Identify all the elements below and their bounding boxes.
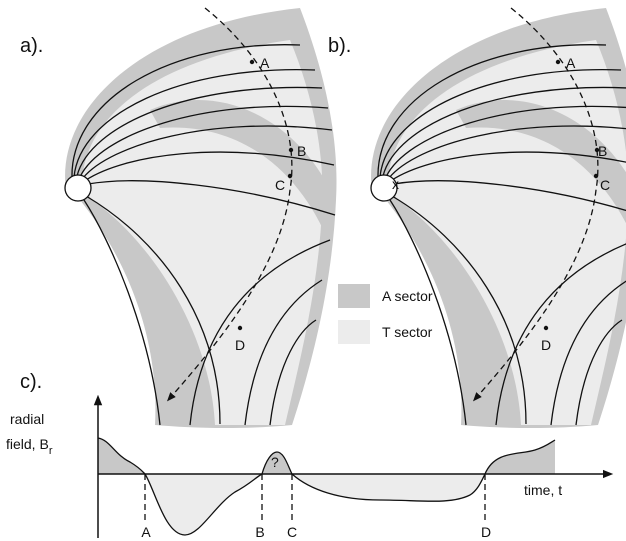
crossing-label: B: [255, 524, 264, 540]
legend-label: T sector: [382, 324, 433, 340]
y-axis-label-sub: r: [49, 445, 53, 457]
point-label: D: [541, 337, 551, 353]
point-label: A: [566, 55, 576, 71]
crossing-label: A: [141, 524, 151, 540]
panel-label: c).: [20, 371, 42, 393]
panel-label: b).: [328, 35, 351, 57]
y-axis-label-main: field, B: [6, 436, 49, 452]
panel-label: a).: [20, 35, 43, 57]
signal-fill: [98, 438, 555, 535]
legend-swatch: [338, 284, 370, 308]
panel-a-shapes: [65, 8, 337, 428]
panel-b-shapes: [371, 8, 626, 428]
crossing-label: C: [287, 524, 297, 540]
marker-label: x: [392, 176, 399, 192]
legend-swatch: [338, 320, 370, 344]
unknown-label: ?: [271, 454, 279, 470]
y-axis-label: radial: [10, 411, 44, 427]
point-label: A: [260, 55, 270, 71]
x-axis-label: time, t: [524, 482, 562, 498]
signal-fill-positive: [98, 438, 555, 474]
panel-a: a). A B C D: [20, 8, 337, 428]
point-label: B: [598, 143, 607, 159]
point-label: B: [297, 143, 306, 159]
legend: A sector T sector: [338, 284, 433, 344]
point-label: C: [275, 177, 285, 193]
point-label: C: [600, 177, 610, 193]
crossing-label: D: [481, 524, 491, 540]
y-axis-label: field, Br: [6, 436, 53, 457]
panel-b: b). A B C D x: [328, 8, 626, 428]
panel-c: c). radial field, Br time, t ? A B C D: [6, 371, 614, 540]
legend-label: A sector: [382, 288, 433, 304]
point-label: D: [235, 337, 245, 353]
